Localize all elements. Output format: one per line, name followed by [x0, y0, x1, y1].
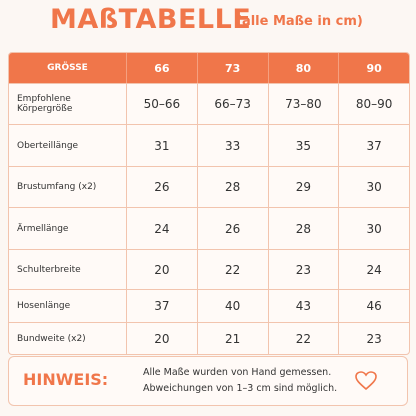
row-label: Brustumfang (x2) — [17, 182, 97, 192]
cell-value: 23 — [267, 250, 339, 289]
cell-value: 66–73 — [196, 84, 268, 124]
cell-value: 23 — [338, 323, 409, 354]
cell-value: 22 — [267, 323, 339, 354]
note-label: HINWEIS: — [23, 370, 109, 389]
table-row: Oberteillänge 31 33 35 37 — [9, 124, 409, 166]
note-line: Alle Maße wurden von Hand gemessen. — [143, 367, 332, 378]
cell-value: 22 — [196, 250, 268, 289]
cell-value: 28 — [196, 167, 268, 207]
header-row: GRÖSSE 66 73 80 90 — [9, 53, 409, 83]
cell-value: 30 — [338, 167, 409, 207]
size-table: GRÖSSE 66 73 80 90 Empfohlene Körpergröße 50–6… — [8, 52, 410, 355]
cell-value: 26 — [126, 167, 197, 207]
row-label: Schulterbreite — [17, 264, 81, 275]
row-label: Bundweite (x2) — [17, 333, 86, 344]
cell-value: 50–66 — [126, 84, 197, 124]
cell-value: 20 — [126, 323, 197, 354]
header-cell: 90 — [338, 53, 409, 83]
cell-value: 31 — [126, 125, 197, 166]
note-line: Abweichungen von 1–3 cm sind möglich. — [143, 383, 338, 394]
table-row: Hosenlänge 37 40 43 46 — [9, 289, 409, 322]
table-row: Schulterbreite 20 22 23 24 — [9, 249, 409, 289]
heart-icon — [355, 371, 377, 391]
title: MAßTABELLE — [50, 4, 252, 35]
header-cell: 80 — [267, 53, 339, 83]
header-cell: 73 — [196, 53, 268, 83]
header-cell: 66 — [126, 53, 197, 83]
row-label: Ärmellänge — [17, 223, 69, 234]
cell-value: 29 — [267, 167, 339, 207]
cell-value: 33 — [196, 125, 268, 166]
cell-value: 20 — [126, 250, 197, 289]
cell-value: 26 — [196, 208, 268, 249]
table-row: Empfohlene Körpergröße 50–66 66–73 73–80 80–… — [9, 83, 409, 124]
cell-value: 35 — [267, 125, 339, 166]
cell-value: 46 — [338, 290, 409, 322]
cell-value: 37 — [126, 290, 197, 322]
note-box: HINWEIS: Alle Maße wurden von Hand gemes… — [8, 356, 408, 406]
header-cell: GRÖSSE — [47, 63, 88, 73]
cell-value: 43 — [267, 290, 339, 322]
table-row: Ärmellänge 24 26 28 30 — [9, 207, 409, 249]
cell-value: 37 — [338, 125, 409, 166]
row-label: Empfohlene Körpergröße — [17, 94, 73, 114]
cell-value: 73–80 — [267, 84, 339, 124]
table-row: Bundweite (x2) 20 21 22 23 — [9, 322, 409, 354]
row-label: Hosenlänge — [17, 301, 71, 311]
cell-value: 30 — [338, 208, 409, 249]
cell-value: 24 — [338, 250, 409, 289]
row-label: Oberteillänge — [17, 140, 79, 151]
cell-value: 28 — [267, 208, 339, 249]
cell-value: 40 — [196, 290, 268, 322]
cell-value: 80–90 — [338, 84, 409, 124]
cell-value: 24 — [126, 208, 197, 249]
table-row: Brustumfang (x2) 26 28 29 30 — [9, 166, 409, 207]
note-text: Alle Maße wurden von Hand gemessen. Abwei… — [143, 365, 337, 397]
cell-value: 21 — [196, 323, 268, 354]
subtitle: (alle Maße in cm) — [236, 14, 363, 29]
